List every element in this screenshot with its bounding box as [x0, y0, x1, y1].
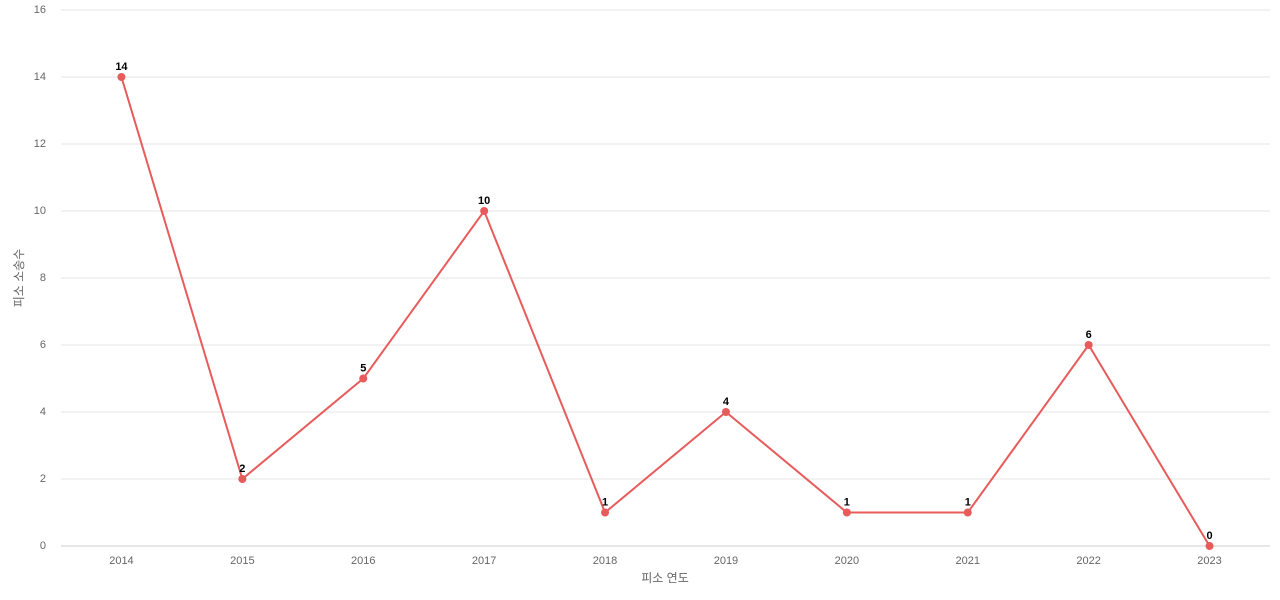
data-label: 1: [602, 496, 608, 508]
x-tick-label: 2016: [351, 555, 375, 567]
y-tick-label: 8: [40, 272, 46, 284]
x-tick-label: 2021: [956, 555, 980, 567]
data-label: 14: [115, 61, 128, 73]
y-axis-title: 피소 소송수: [12, 249, 26, 308]
y-tick-label: 10: [34, 205, 46, 217]
data-point: [842, 508, 851, 517]
data-label: 10: [478, 195, 490, 207]
data-label: 0: [1206, 530, 1212, 542]
data-point: [721, 408, 730, 416]
data-label: 2: [239, 463, 245, 475]
data-point: [963, 508, 972, 517]
data-point: [1205, 542, 1214, 550]
data-point: [1084, 341, 1093, 349]
data-label: 4: [723, 396, 730, 408]
data-point: [480, 207, 489, 215]
x-tick-label: 2014: [109, 555, 133, 567]
x-tick-label: 2018: [593, 555, 617, 567]
y-tick-label: 6: [40, 339, 46, 351]
y-tick-label: 0: [40, 540, 46, 552]
x-tick-label: 2017: [472, 555, 496, 567]
x-tick-label: 2020: [835, 555, 859, 567]
y-tick-label: 2: [40, 473, 46, 485]
data-point: [117, 73, 126, 81]
x-tick-label: 2023: [1197, 555, 1221, 567]
data-label: 1: [965, 496, 971, 508]
data-point: [238, 475, 247, 483]
data-label: 6: [1086, 329, 1092, 341]
y-tick-label: 4: [40, 406, 46, 418]
y-tick-label: 16: [34, 4, 46, 16]
series-line: [120, 76, 1211, 547]
data-point: [359, 374, 368, 383]
y-tick-label: 14: [34, 71, 46, 83]
x-axis-title: 피소 연도: [641, 571, 689, 585]
x-tick-label: 2019: [714, 555, 738, 567]
data-label: 5: [360, 362, 366, 374]
x-tick-label: 2022: [1076, 555, 1100, 567]
data-label: 1: [844, 496, 850, 508]
y-tick-label: 12: [34, 138, 46, 150]
data-point: [601, 508, 610, 517]
x-tick-label: 2015: [230, 555, 254, 567]
